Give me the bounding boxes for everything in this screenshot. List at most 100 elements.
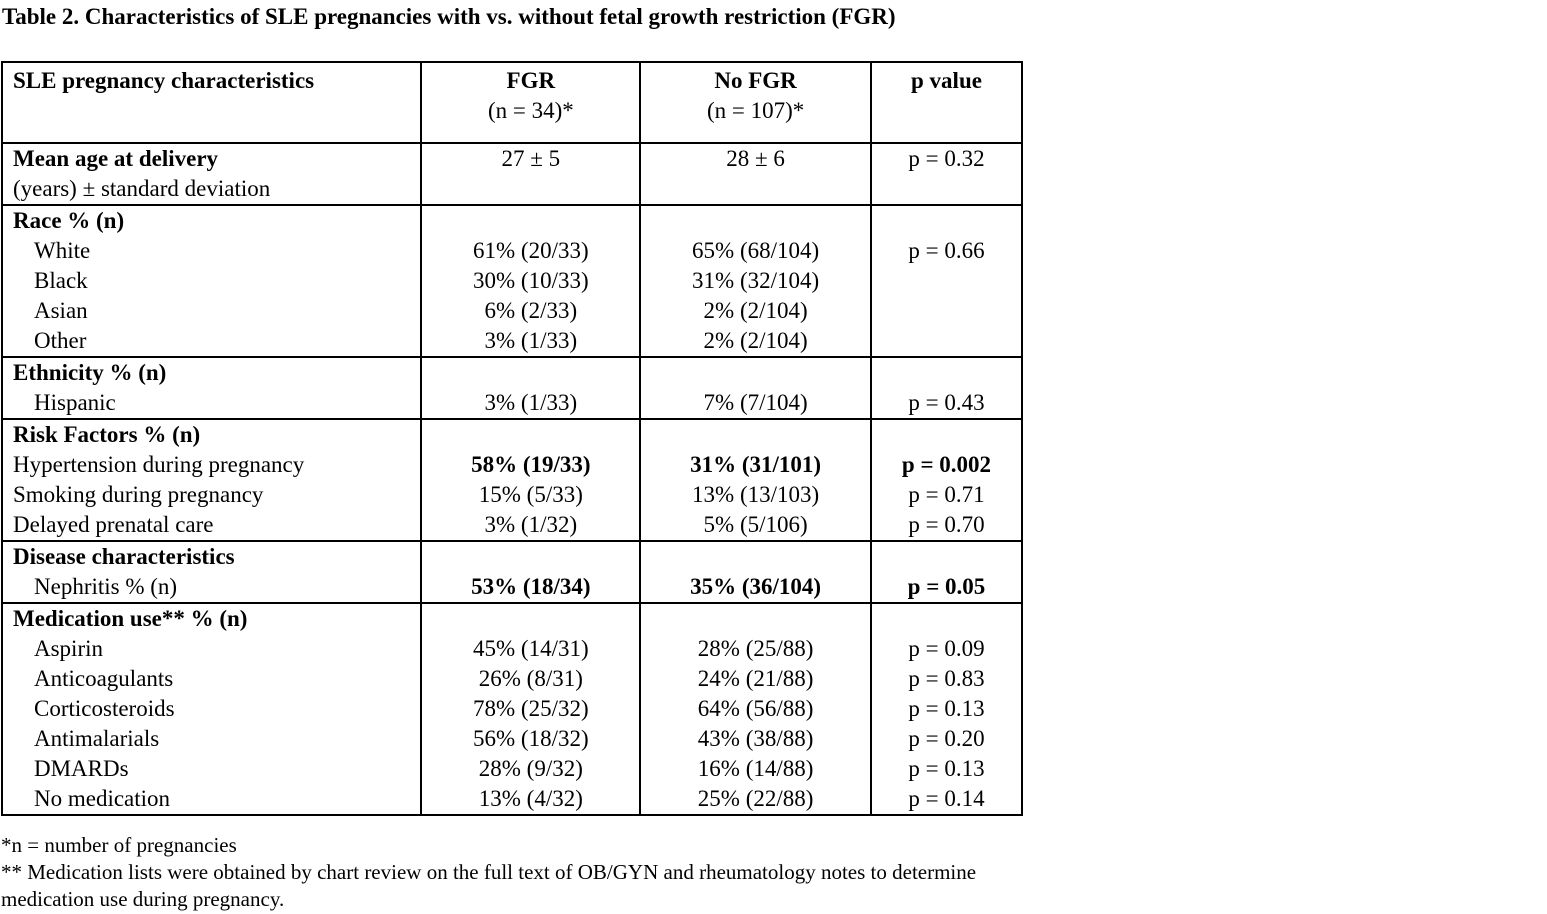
spacer (641, 542, 870, 572)
race-fgr-other: 3% (1/33) (484, 328, 578, 353)
medication-section-label: Medication use** % (n) (13, 606, 248, 631)
medication-fgr-no-medication: 13% (4/32) (478, 786, 583, 811)
spacer (641, 420, 870, 450)
header-p-value: p value (869, 61, 1024, 144)
medication-p-no-medication: p = 0.14 (908, 786, 985, 811)
risk-p-cell: p = 0.002 p = 0.71 p = 0.70 (869, 418, 1024, 542)
ethnicity-label-hispanic: Hispanic (34, 390, 116, 415)
age-no-fgr-value: 28 ± 6 (726, 146, 785, 171)
medication-p-cell: p = 0.09 p = 0.83 p = 0.13 p = 0.20 p = … (869, 602, 1024, 816)
race-no-fgr-asian: 2% (2/104) (703, 298, 808, 323)
risk-fgr-hypertension: 58% (19/33) (471, 452, 591, 477)
risk-no-fgr-prenatal-care: 5% (5/106) (703, 512, 808, 537)
risk-fgr-cell: 58% (19/33) 15% (5/33) 3% (1/32) (420, 418, 642, 542)
risk-label-hypertension: Hypertension during pregnancy (13, 452, 305, 477)
table-row-disease: Disease characteristics Nephritis % (n) … (0, 540, 1024, 604)
risk-fgr-smoking: 15% (5/33) (478, 482, 583, 507)
race-p-cell: p = 0.66 (869, 204, 1024, 358)
header-fgr-title: FGR (506, 68, 556, 93)
age-fgr-cell: 27 ± 5 (420, 142, 642, 206)
characteristics-table: SLE pregnancy characteristics FGR (n = 3… (0, 61, 1024, 816)
disease-no-fgr-nephritis: 35% (36/104) (690, 574, 822, 599)
medication-fgr-cell: 45% (14/31) 26% (8/31) 78% (25/32) 56% (… (420, 602, 642, 816)
medication-p-corticosteroids: p = 0.13 (908, 696, 985, 721)
disease-p-cell: p = 0.05 (869, 540, 1024, 604)
race-label-black: Black (34, 268, 88, 293)
spacer (641, 206, 870, 236)
medication-p-dmards: p = 0.13 (908, 756, 985, 781)
ethnicity-p-value: p = 0.43 (908, 390, 985, 415)
spacer (422, 542, 639, 572)
spacer (872, 206, 1021, 236)
race-label-white: White (34, 238, 91, 263)
table-row-ethnicity: Ethnicity % (n) Hispanic 3% (1/33) 7% (7… (0, 356, 1024, 420)
medication-label-anticoagulants: Anticoagulants (34, 666, 174, 691)
medication-no-fgr-anticoagulants: 24% (21/88) (697, 666, 814, 691)
ethnicity-fgr-cell: 3% (1/33) (420, 356, 642, 420)
footnote-medication-line1: ** Medication lists were obtained by cha… (1, 860, 977, 884)
medication-p-aspirin: p = 0.09 (908, 636, 985, 661)
spacer (872, 542, 1021, 572)
spacer (422, 206, 639, 236)
ethnicity-p-cell: p = 0.43 (869, 356, 1024, 420)
disease-label-cell: Disease characteristics Nephritis % (n) (0, 540, 423, 604)
header-p-value-label: p value (911, 68, 982, 93)
footnote-pregnancies: *n = number of pregnancies (1, 833, 237, 857)
medication-label-dmards: DMARDs (34, 756, 129, 781)
disease-label-nephritis: Nephritis % (n) (34, 574, 178, 599)
header-no-fgr-count: (n = 107)* (706, 98, 805, 123)
race-no-fgr-black: 31% (32/104) (692, 268, 820, 293)
medication-p-antimalarials: p = 0.20 (908, 726, 985, 751)
medication-no-fgr-no-medication: 25% (22/88) (697, 786, 814, 811)
header-no-fgr-title: No FGR (714, 68, 797, 93)
table-caption: Table 2. Characteristics of SLE pregnanc… (2, 4, 896, 29)
race-label-cell: Race % (n) White Black Asian Other (0, 204, 423, 358)
medication-label-no-medication: No medication (34, 786, 171, 811)
ethnicity-label-cell: Ethnicity % (n) Hispanic (0, 356, 423, 420)
spacer (422, 604, 639, 634)
disease-fgr-nephritis: 53% (18/34) (471, 574, 591, 599)
risk-p-smoking: p = 0.71 (908, 482, 985, 507)
ethnicity-no-fgr-hispanic: 7% (7/104) (703, 390, 808, 415)
medication-label-cell: Medication use** % (n) Aspirin Anticoagu… (0, 602, 423, 816)
race-fgr-black: 30% (10/33) (473, 268, 589, 293)
race-section-label: Race % (n) (13, 208, 125, 233)
table-row-risk-factors: Risk Factors % (n) Hypertension during p… (0, 418, 1024, 542)
medication-no-fgr-corticosteroids: 64% (56/88) (697, 696, 814, 721)
disease-fgr-cell: 53% (18/34) (420, 540, 642, 604)
risk-label-cell: Risk Factors % (n) Hypertension during p… (0, 418, 423, 542)
disease-p-nephritis: p = 0.05 (907, 574, 986, 599)
medication-label-antimalarials: Antimalarials (34, 726, 160, 751)
footnote-medication-line2: medication use during pregnancy. (1, 887, 285, 911)
medication-fgr-anticoagulants: 26% (8/31) (478, 666, 583, 691)
race-label-asian: Asian (34, 298, 88, 323)
spacer (872, 358, 1021, 388)
header-fgr: FGR (n = 34)* (420, 61, 642, 144)
risk-label-prenatal-care: Delayed prenatal care (13, 512, 214, 537)
ethnicity-fgr-hispanic: 3% (1/33) (484, 390, 578, 415)
risk-section-label: Risk Factors % (n) (13, 422, 201, 447)
medication-no-fgr-cell: 28% (25/88) 24% (21/88) 64% (56/88) 43% … (639, 602, 872, 816)
age-fgr-value: 27 ± 5 (501, 146, 561, 171)
medication-no-fgr-aspirin: 28% (25/88) (697, 636, 814, 661)
ethnicity-section-label: Ethnicity % (n) (13, 360, 167, 385)
race-fgr-asian: 6% (2/33) (484, 298, 578, 323)
medication-no-fgr-antimalarials: 43% (38/88) (697, 726, 814, 751)
medication-no-fgr-dmards: 16% (14/88) (697, 756, 814, 781)
header-no-fgr: No FGR (n = 107)* (639, 61, 872, 144)
age-label-cell: Mean age at delivery (years) ± standard … (0, 142, 423, 206)
table-header-row: SLE pregnancy characteristics FGR (n = 3… (0, 61, 1024, 144)
medication-fgr-antimalarials: 56% (18/32) (473, 726, 589, 751)
age-p-cell: p = 0.32 (869, 142, 1024, 206)
risk-no-fgr-hypertension: 31% (31/101) (690, 452, 822, 477)
age-no-fgr-cell: 28 ± 6 (639, 142, 872, 206)
race-fgr-cell: 61% (20/33) 30% (10/33) 6% (2/33) 3% (1/… (420, 204, 642, 358)
race-p-value: p = 0.66 (908, 238, 985, 263)
table-row-medication: Medication use** % (n) Aspirin Anticoagu… (0, 602, 1024, 816)
race-label-other: Other (34, 328, 87, 353)
race-fgr-white: 61% (20/33) (473, 238, 589, 263)
risk-no-fgr-cell: 31% (31/101) 13% (13/103) 5% (5/106) (639, 418, 872, 542)
risk-no-fgr-smoking: 13% (13/103) (692, 482, 820, 507)
spacer (641, 358, 870, 388)
age-p-value: p = 0.32 (908, 146, 985, 171)
